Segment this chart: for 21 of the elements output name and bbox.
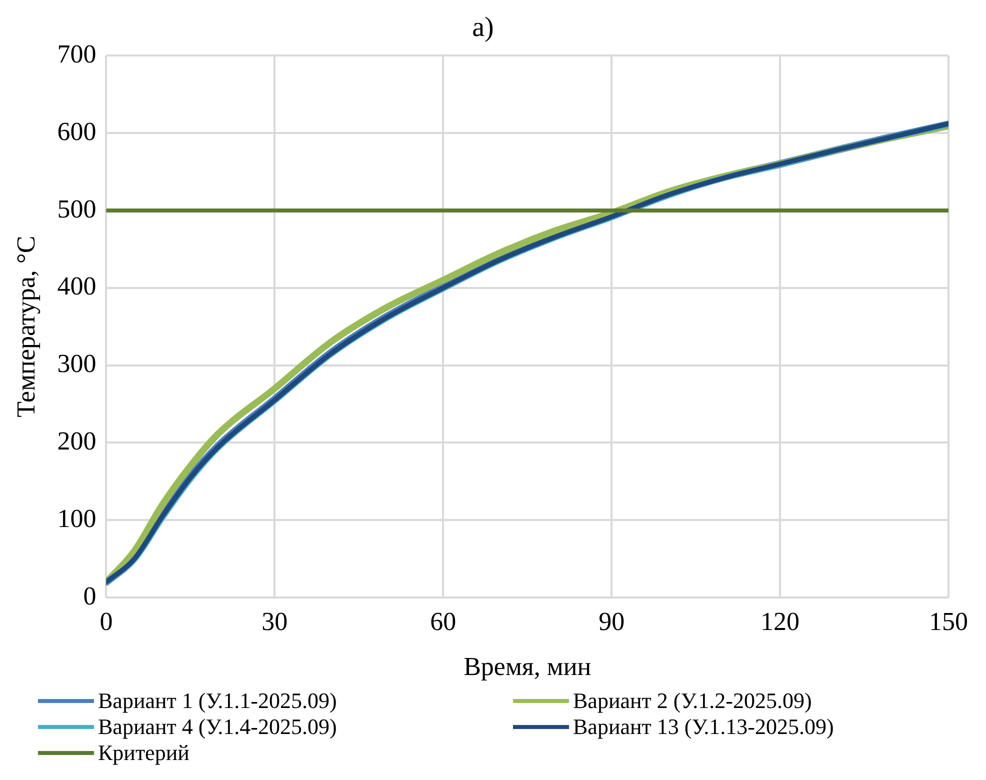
y-tick-label: 700 — [57, 39, 96, 68]
y-tick-label: 500 — [57, 194, 96, 224]
legend-label: Вариант 1 (У.1.1-2025.09) — [98, 688, 337, 714]
y-axis-title: Температура, °C — [11, 236, 40, 418]
y-tick-label: 300 — [57, 349, 96, 378]
y-tick-label: 0 — [83, 581, 96, 610]
y-tick-label: 400 — [57, 272, 96, 301]
legend-label: Вариант 2 (У.1.2-2025.09) — [573, 688, 812, 714]
x-tick-label: 60 — [430, 607, 456, 636]
x-tick-label: 120 — [760, 607, 800, 636]
legend-label: Вариант 13 (У.1.13-2025.09) — [573, 714, 834, 740]
legend-label: Критерий — [98, 740, 190, 766]
x-axis-title: Время, мин — [464, 652, 592, 682]
y-tick-label: 200 — [57, 426, 96, 456]
y-tick-label: 100 — [57, 504, 96, 533]
x-tick-label: 30 — [262, 607, 288, 636]
x-tick-label: 90 — [598, 607, 625, 636]
chart-title: а) — [472, 12, 494, 44]
y-tick-label: 600 — [57, 116, 96, 146]
x-tick-label: 150 — [929, 607, 968, 636]
legend-label: Вариант 4 (У.1.4-2025.09) — [98, 714, 337, 740]
